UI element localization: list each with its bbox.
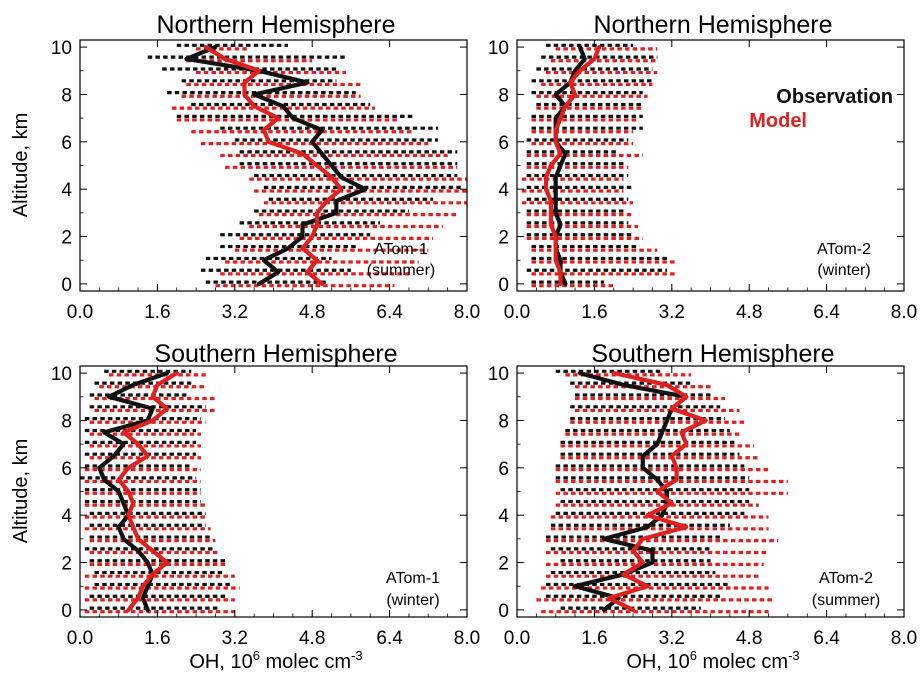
y-tick-label: 2	[498, 228, 509, 249]
x-tick-label: 6.4	[813, 302, 840, 323]
plot-area	[536, 369, 788, 614]
y-tick-label: 8	[61, 411, 72, 432]
y-tick-label: 0	[498, 601, 509, 622]
tick-marks: 0.0 1.6 3.2 4.8 6.4 8.0 0 2 4 6 8 10	[488, 38, 917, 323]
y-tick-label: 0	[498, 275, 509, 296]
legend-observation: Observation	[776, 86, 893, 108]
x-label-base: OH, 10	[189, 651, 252, 673]
y-tick-label: 10	[488, 38, 509, 59]
x-tick-label: 3.2	[659, 628, 685, 649]
series-model-ranges	[84, 373, 240, 614]
plot-area	[80, 369, 240, 614]
x-tick-label: 1.6	[144, 302, 170, 323]
x-tick-label: 8.0	[891, 302, 917, 323]
tick-marks: 0.0 1.6 3.2 4.8 6.4 8.0 0 2 4 6 8 10	[51, 364, 480, 649]
series-line-model	[116, 371, 179, 613]
y-tick-label: 4	[498, 506, 509, 527]
y-tick-label: 8	[498, 85, 509, 106]
y-axis-label-bottom: Altitude, km	[10, 439, 32, 543]
y-tick-label: 8	[61, 85, 72, 106]
y-tick-label: 6	[61, 133, 72, 154]
x-axis-label-left: OH, 106 molec cm-3	[189, 648, 362, 673]
x-tick-label: 0.0	[67, 302, 93, 323]
x-axis-label-right: OH, 106 molec cm-3	[626, 648, 799, 673]
x-tick-label: 8.0	[454, 628, 480, 649]
x-tick-label: 4.8	[736, 302, 762, 323]
series-model-ranges	[171, 47, 467, 288]
panel-southern-atom2: Southern Hemisphere 0.0 1.6 3.2 4.8 6.4 8.0 0 2…	[488, 340, 917, 649]
season-label: (winter)	[386, 592, 439, 609]
x-label-unit: molec cm	[260, 651, 351, 673]
series-line-observation	[184, 44, 368, 286]
x-tick-label: 6.4	[813, 628, 840, 649]
y-tick-label: 10	[51, 38, 72, 59]
x-label-unit: molec cm	[697, 651, 788, 673]
x-tick-label: 1.6	[581, 302, 607, 323]
x-label-exponent: 6	[253, 648, 260, 663]
season-label: (summer)	[812, 592, 880, 609]
x-label-unit-exponent: -3	[351, 648, 363, 663]
campaign-label: ATom-2	[819, 570, 873, 587]
x-tick-label: 0.0	[67, 628, 93, 649]
series-observation-ranges	[546, 369, 750, 610]
x-tick-label: 3.2	[222, 302, 248, 323]
y-tick-label: 8	[498, 411, 509, 432]
panel-southern-atom1: Southern Hemisphere 0.0 1.6 3.2 4.8 6.4 8.0 0 2…	[51, 340, 480, 649]
x-label-base: OH, 10	[626, 651, 689, 673]
season-label: (summer)	[367, 262, 435, 279]
x-tick-label: 3.2	[222, 628, 248, 649]
plot-area	[521, 43, 677, 288]
y-tick-label: 0	[61, 601, 72, 622]
x-tick-label: 1.6	[144, 628, 170, 649]
y-tick-label: 2	[498, 554, 509, 575]
series-line-observation	[97, 371, 170, 613]
series-line-model	[543, 44, 602, 286]
series-model-ranges	[521, 47, 677, 288]
campaign-label: ATom-1	[374, 241, 428, 258]
series-line-observation	[572, 371, 689, 613]
panel-title: Southern Hemisphere	[591, 340, 834, 368]
x-tick-label: 4.8	[736, 628, 762, 649]
y-tick-label: 2	[61, 228, 72, 249]
x-tick-label: 1.6	[581, 628, 607, 649]
x-label-unit-exponent: -3	[788, 648, 800, 663]
tick-marks: 0.0 1.6 3.2 4.8 6.4 8.0 0 2 4 6 8 10	[51, 38, 480, 323]
panel-northern-atom2: Northern Hemisphere 0.0 1.6 3.2 4.8 6.4 8.0 0 2…	[488, 11, 917, 323]
x-label-exponent: 6	[690, 648, 697, 663]
x-tick-label: 6.4	[376, 628, 403, 649]
panel-northern-atom1: Northern Hemisphere 0.0 1.6 3.2 4.8 6.4 8.0 0 2…	[51, 11, 480, 323]
legend-model: Model	[749, 110, 807, 132]
panel-title: Southern Hemisphere	[154, 340, 397, 368]
x-tick-label: 0.0	[504, 628, 530, 649]
plot-area	[147, 43, 467, 288]
season-label: (winter)	[817, 262, 870, 279]
campaign-label: ATom-2	[817, 241, 871, 258]
y-tick-label: 4	[498, 180, 509, 201]
campaign-label: ATom-1	[386, 570, 440, 587]
x-tick-label: 0.0	[504, 302, 530, 323]
series-observation-ranges	[526, 43, 667, 284]
y-tick-label: 0	[61, 275, 72, 296]
x-tick-label: 3.2	[659, 302, 685, 323]
y-tick-label: 4	[61, 180, 72, 201]
y-tick-label: 6	[498, 459, 509, 480]
y-tick-label: 6	[61, 459, 72, 480]
y-tick-label: 2	[61, 554, 72, 575]
x-tick-label: 4.8	[299, 302, 325, 323]
series-line-model	[203, 44, 344, 286]
series-line-model	[606, 371, 708, 613]
y-tick-label: 10	[488, 364, 509, 385]
x-tick-label: 4.8	[299, 628, 325, 649]
y-tick-label: 6	[498, 133, 509, 154]
panel-title: Northern Hemisphere	[594, 11, 833, 39]
tick-marks: 0.0 1.6 3.2 4.8 6.4 8.0 0 2 4 6 8 10	[488, 364, 917, 649]
x-tick-label: 8.0	[454, 302, 480, 323]
x-tick-label: 6.4	[376, 302, 403, 323]
y-axis-label-top: Altitude, km	[10, 113, 32, 217]
panel-title: Northern Hemisphere	[157, 11, 396, 39]
y-tick-label: 10	[51, 364, 72, 385]
y-tick-label: 4	[61, 506, 72, 527]
x-tick-label: 8.0	[891, 628, 917, 649]
